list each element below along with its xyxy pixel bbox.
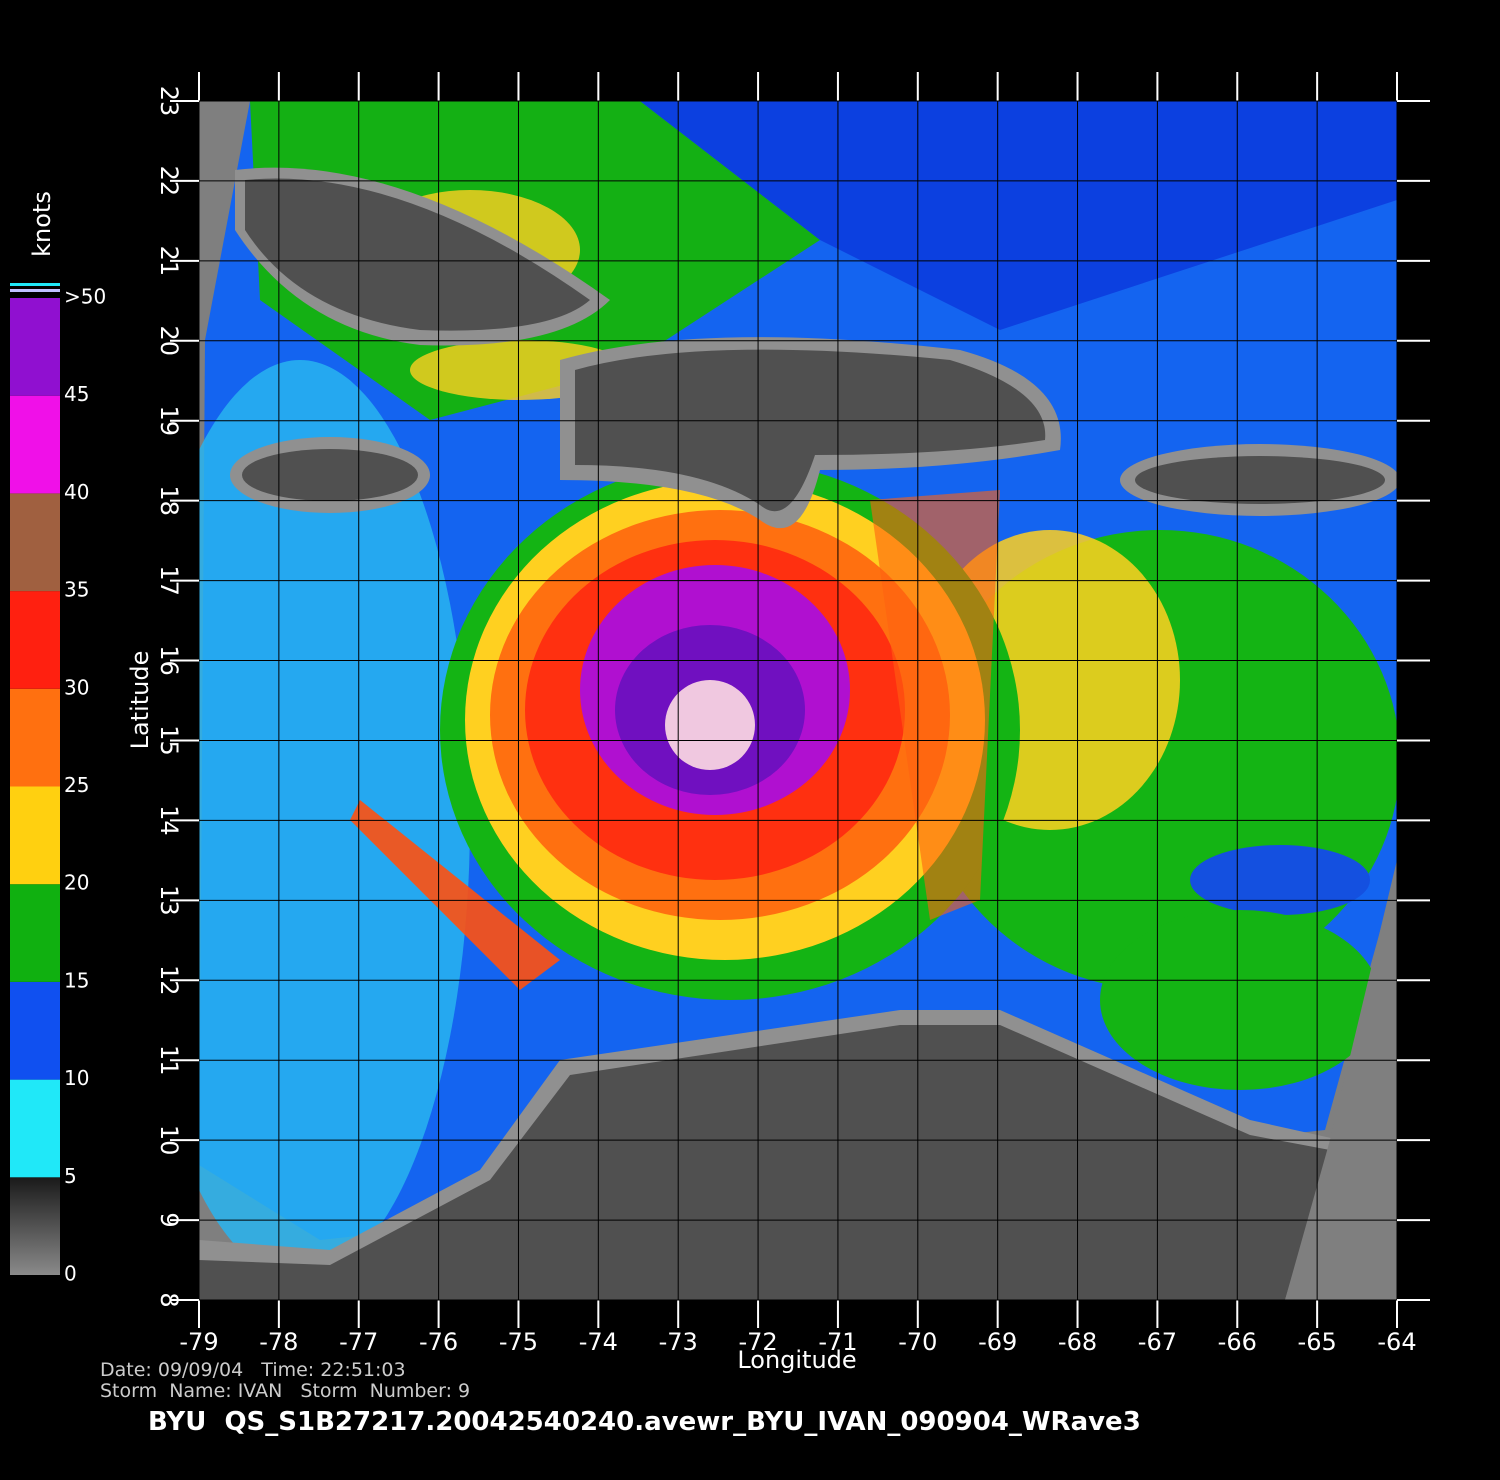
y-tick-label: 21 bbox=[155, 246, 183, 277]
colorbar-segment bbox=[10, 298, 60, 396]
colorbar-segment bbox=[10, 591, 60, 689]
x-tick-label: -75 bbox=[499, 1328, 538, 1356]
x-tick-label: -71 bbox=[818, 1328, 857, 1356]
colorbar-segment bbox=[10, 884, 60, 982]
y-tick-label: 16 bbox=[155, 645, 183, 676]
colorbar-cap bbox=[10, 289, 60, 292]
colorbar-tick-label: 25 bbox=[64, 773, 89, 797]
colorbar-segment bbox=[10, 395, 60, 494]
colorbar-label: knots bbox=[28, 191, 56, 257]
x-tick-label: -69 bbox=[978, 1328, 1017, 1356]
x-tick-label: -77 bbox=[339, 1328, 378, 1356]
colorbar-segment bbox=[10, 786, 60, 885]
x-tick-label: -68 bbox=[1058, 1328, 1097, 1356]
colorbar-tick-label: 15 bbox=[64, 968, 89, 992]
x-tick-label: -73 bbox=[659, 1328, 698, 1356]
x-tick-label: -70 bbox=[898, 1328, 937, 1356]
y-tick-label: 13 bbox=[155, 885, 183, 916]
colorbar-tick-label: >50 bbox=[64, 285, 106, 309]
y-tick-label: 22 bbox=[155, 166, 183, 197]
x-tick-label: -66 bbox=[1218, 1328, 1257, 1356]
x-tick-label: -67 bbox=[1138, 1328, 1177, 1356]
y-tick-label: 12 bbox=[155, 965, 183, 996]
footer-line: Date: 09/09/04 Time: 22:51:03 bbox=[100, 1359, 406, 1381]
y-tick-label: 14 bbox=[155, 805, 183, 836]
x-tick-label: -65 bbox=[1298, 1328, 1337, 1356]
axes: -79 -78 -77 -76 -75 -74 -73 -72 -71 -70 -69 -68 -67 -… bbox=[10, 72, 1430, 1356]
y-tick-label: 11 bbox=[155, 1045, 183, 1076]
wind-field bbox=[199, 101, 1397, 1300]
footer-title: BYU QS_S1B27217.20042540240.avewr_BYU_IV… bbox=[148, 1407, 1141, 1437]
colorbar-tick-label: 0 bbox=[64, 1262, 77, 1286]
x-tick-label: -72 bbox=[738, 1328, 777, 1356]
colorbar-segment bbox=[10, 1079, 60, 1178]
y-tick-label: 20 bbox=[155, 326, 183, 357]
x-tick-label: -79 bbox=[179, 1328, 218, 1356]
colorbar-segment bbox=[10, 981, 60, 1080]
x-tick-label: -74 bbox=[579, 1328, 618, 1356]
colorbar-tick-label: 20 bbox=[64, 871, 89, 895]
y-tick-label: 8 bbox=[155, 1292, 183, 1307]
y-tick-label: 18 bbox=[155, 485, 183, 516]
colorbar-tick-label: 40 bbox=[64, 480, 89, 504]
footer-line: Storm Name: IVAN Storm Number: 9 bbox=[100, 1380, 470, 1402]
y-tick-label: 10 bbox=[155, 1125, 183, 1156]
x-axis-label: Longitude bbox=[737, 1346, 856, 1374]
y-tick-label: 15 bbox=[155, 725, 183, 756]
x-tick-label: -76 bbox=[419, 1328, 458, 1356]
x-tick-label: -78 bbox=[259, 1328, 298, 1356]
colorbar-tick-label: 35 bbox=[64, 578, 89, 602]
y-axis-label: Latitude bbox=[126, 651, 154, 750]
y-tick-label: 9 bbox=[155, 1212, 183, 1227]
colorbar-tick-label: 30 bbox=[64, 675, 89, 699]
y-tick-label: 17 bbox=[155, 565, 183, 596]
colorbar-tick-label: 10 bbox=[64, 1066, 89, 1090]
y-tick-label: 19 bbox=[155, 405, 183, 436]
colorbar-segment bbox=[10, 1177, 60, 1275]
y-tick-label: 23 bbox=[155, 86, 183, 117]
colorbar-segment bbox=[10, 688, 60, 787]
x-tick-label: -64 bbox=[1377, 1328, 1416, 1356]
colorbar-cap bbox=[10, 283, 60, 286]
colorbar-tick-label: 45 bbox=[64, 382, 89, 406]
colorbar-segment bbox=[10, 493, 60, 592]
colorbar-tick-label: 5 bbox=[64, 1164, 77, 1188]
